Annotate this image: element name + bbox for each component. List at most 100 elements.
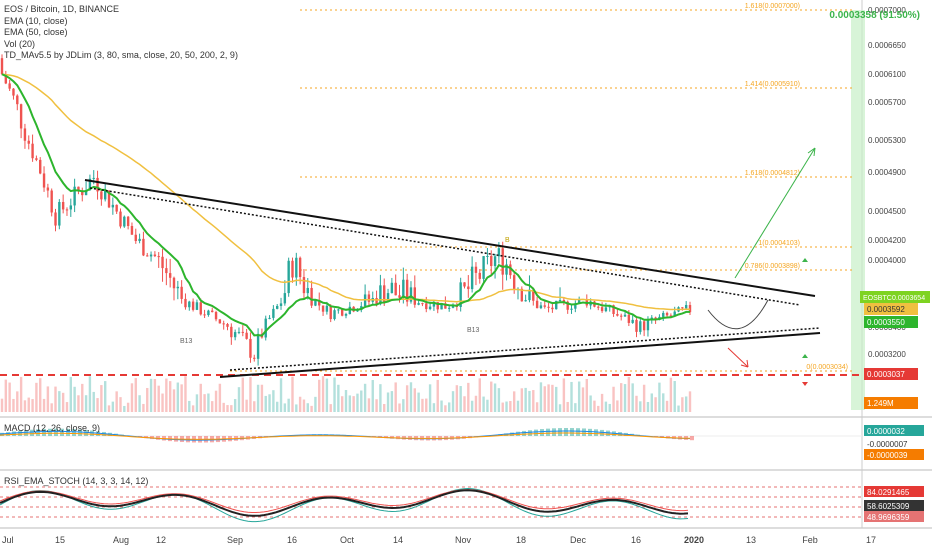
volume-bar	[505, 402, 507, 412]
macd-value-label: -0.0000039	[867, 451, 908, 460]
volume-bar	[192, 405, 194, 412]
candle-body	[135, 235, 137, 241]
symbol-title[interactable]: EOS / Bitcoin, 1D, BINANCE	[4, 4, 238, 16]
macd-histogram-bar	[558, 428, 562, 436]
volume-bar	[28, 398, 30, 412]
candle-body	[180, 287, 182, 299]
volume-bar	[674, 381, 676, 412]
candle-body	[93, 178, 95, 179]
volume-bar	[70, 377, 72, 412]
volume-bar	[89, 376, 91, 412]
time-tick-label: 18	[516, 535, 526, 545]
volume-bar	[16, 391, 18, 412]
candle-body	[200, 302, 202, 314]
volume-bar	[184, 376, 186, 412]
price-tick-label: 0.0004900	[868, 168, 906, 177]
price-tick-label: 0.0003200	[868, 350, 906, 359]
candle-body	[490, 256, 492, 266]
volume-bar	[437, 380, 439, 412]
candle-body	[222, 323, 224, 324]
volume-bar	[360, 391, 362, 412]
candle-body	[628, 315, 630, 323]
candle-body	[28, 141, 30, 144]
volume-bar	[77, 395, 79, 412]
volume-bar	[410, 382, 412, 412]
macd-histogram-bar	[540, 429, 544, 436]
volume-bar	[394, 382, 396, 412]
candle-body	[54, 212, 56, 225]
candle-body	[616, 314, 618, 316]
volume-bar	[364, 384, 366, 412]
candle-body	[100, 191, 102, 199]
volume-bar	[662, 393, 664, 412]
candle-body	[177, 287, 179, 288]
candle-body	[647, 320, 649, 330]
volume-bar	[586, 379, 588, 412]
volume-bar	[601, 394, 603, 412]
candle-body	[161, 257, 163, 268]
ema10-legend[interactable]: EMA (10, close)	[4, 16, 238, 28]
volume-bar	[268, 394, 270, 412]
candle-body	[268, 318, 270, 319]
price-label-ema50: 0.0003592	[864, 303, 918, 315]
candle-body	[666, 313, 668, 315]
volume-bar	[448, 402, 450, 412]
time-tick-label: 15	[55, 535, 65, 545]
macd-value-label: 0.0000032	[867, 427, 905, 436]
time-tick-label: Feb	[802, 535, 818, 545]
fib-label: 1.618(0.0007000)	[745, 3, 800, 10]
candle-body	[280, 303, 282, 306]
candle-body	[207, 311, 209, 315]
macd-histogram-bar	[552, 428, 556, 436]
volume-bar	[555, 387, 557, 412]
volume-bar	[58, 391, 60, 412]
candle-body	[226, 324, 228, 327]
candle-body	[138, 239, 140, 241]
candle-body	[333, 310, 335, 319]
candle-body	[24, 128, 26, 140]
rsi-legend[interactable]: RSI_EMA_STOCH (14, 3, 3, 14, 12)	[4, 476, 148, 486]
candle-body	[192, 302, 194, 310]
price-label-value: 0.0003037	[867, 370, 905, 379]
candle-body	[245, 333, 247, 339]
volume-bar	[494, 383, 496, 412]
volume-bar	[616, 400, 618, 412]
volume-bar	[249, 377, 251, 412]
candle-body	[425, 303, 427, 309]
volume-bar	[238, 387, 240, 412]
volume-bar	[471, 401, 473, 412]
volume-bar	[272, 390, 274, 412]
target-price-label: 0.0003358 (91.50%)	[829, 10, 920, 21]
macd-legend[interactable]: MACD (12, 26, close, 9)	[4, 423, 100, 433]
volume-legend[interactable]: Vol (20)	[4, 39, 238, 51]
candle-body	[643, 321, 645, 330]
volume-bar	[276, 402, 278, 412]
candle-body	[551, 308, 553, 309]
candle-body	[417, 303, 419, 305]
volume-bar	[284, 403, 286, 412]
volume-bar	[173, 389, 175, 412]
volume-bar	[544, 386, 546, 412]
price-tick-label: 0.0004500	[868, 207, 906, 216]
rsi-value-label: 58.6025309	[867, 502, 910, 511]
candle-body	[631, 320, 633, 323]
volume-bar	[108, 405, 110, 412]
candle-body	[142, 239, 144, 256]
volume-bar	[100, 385, 102, 412]
volume-bar	[188, 401, 190, 412]
fib-label: 0(0.0003034)	[806, 364, 848, 371]
ema50-legend[interactable]: EMA (50, close)	[4, 27, 238, 39]
volume-bar	[123, 406, 125, 412]
candle-body	[635, 320, 637, 332]
volume-bar	[341, 396, 343, 412]
tdma-legend[interactable]: TD_MAv5.5 by JDLim (3, 80, sma, close, 2…	[4, 50, 238, 62]
candle-body	[639, 321, 641, 332]
volume-bar	[463, 396, 465, 412]
volume-bar	[429, 384, 431, 412]
macd-histogram-bar	[582, 428, 586, 436]
volume-bar	[532, 390, 534, 412]
volume-bar	[50, 403, 52, 412]
target-zone	[851, 10, 865, 410]
